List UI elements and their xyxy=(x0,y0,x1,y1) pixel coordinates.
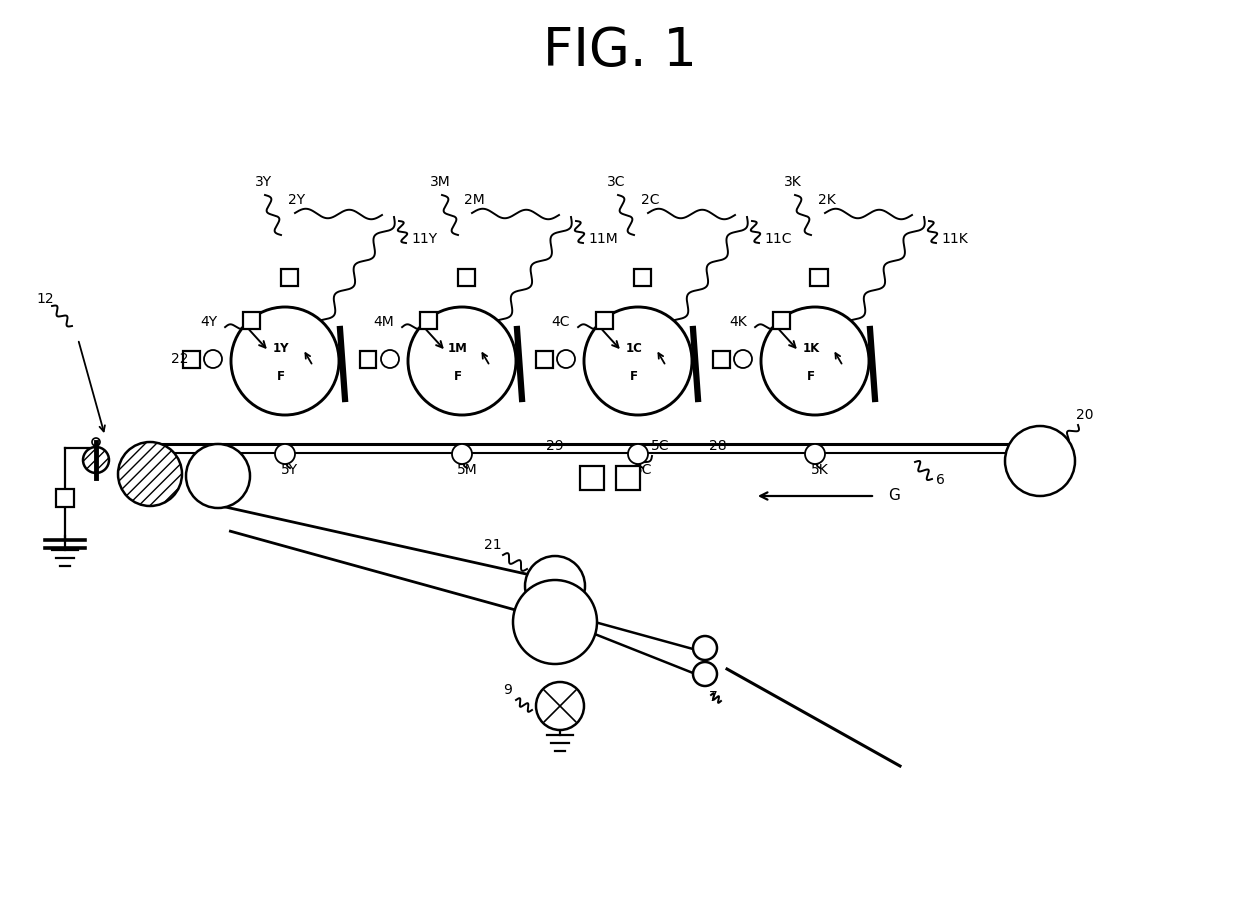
Text: 3K: 3K xyxy=(784,175,802,189)
Circle shape xyxy=(118,442,182,506)
Text: 11Y: 11Y xyxy=(410,232,438,246)
Polygon shape xyxy=(243,312,260,329)
Text: 1K: 1K xyxy=(802,342,820,354)
Text: 5M: 5M xyxy=(456,463,477,477)
Text: 5Y: 5Y xyxy=(281,463,299,477)
Text: 3M: 3M xyxy=(429,175,450,189)
Polygon shape xyxy=(811,268,827,286)
Polygon shape xyxy=(360,351,377,367)
Polygon shape xyxy=(773,312,790,329)
Circle shape xyxy=(693,662,717,686)
Text: 5K: 5K xyxy=(811,463,828,477)
Circle shape xyxy=(557,350,575,368)
Circle shape xyxy=(693,636,717,660)
Circle shape xyxy=(381,350,399,368)
Circle shape xyxy=(761,307,869,415)
Circle shape xyxy=(205,350,222,368)
Text: 11K: 11K xyxy=(941,232,967,246)
Text: 5C: 5C xyxy=(634,463,652,477)
Text: 29: 29 xyxy=(546,439,564,453)
Polygon shape xyxy=(280,268,298,286)
Text: FIG. 1: FIG. 1 xyxy=(543,25,697,77)
Polygon shape xyxy=(713,351,729,367)
Circle shape xyxy=(513,580,596,664)
Text: 3Y: 3Y xyxy=(254,175,272,189)
Text: F: F xyxy=(807,370,815,384)
Circle shape xyxy=(525,556,585,616)
Polygon shape xyxy=(616,466,640,490)
Text: 9: 9 xyxy=(503,683,512,697)
Text: 12: 12 xyxy=(36,292,53,306)
Polygon shape xyxy=(595,312,613,329)
Circle shape xyxy=(92,438,100,446)
Circle shape xyxy=(83,447,109,473)
Text: 22: 22 xyxy=(171,352,188,366)
Circle shape xyxy=(734,350,751,368)
Text: 4K: 4K xyxy=(729,315,748,329)
Text: 21: 21 xyxy=(484,538,502,552)
Text: 28: 28 xyxy=(709,439,727,453)
Circle shape xyxy=(186,444,250,508)
Text: 11C: 11C xyxy=(764,232,791,246)
Text: 11M: 11M xyxy=(588,232,618,246)
Circle shape xyxy=(408,307,516,415)
Text: 3C: 3C xyxy=(606,175,625,189)
Text: 20: 20 xyxy=(1076,408,1094,422)
Polygon shape xyxy=(580,466,604,490)
Circle shape xyxy=(1004,426,1075,496)
Text: G: G xyxy=(888,488,900,504)
Text: F: F xyxy=(277,370,285,384)
Polygon shape xyxy=(56,489,74,507)
Circle shape xyxy=(231,307,339,415)
Text: 1C: 1C xyxy=(625,342,642,354)
Text: 7: 7 xyxy=(708,690,718,704)
Polygon shape xyxy=(458,268,475,286)
Text: 2M: 2M xyxy=(464,193,485,207)
Text: 2C: 2C xyxy=(641,193,660,207)
Circle shape xyxy=(536,682,584,730)
Text: 6: 6 xyxy=(935,473,945,487)
Circle shape xyxy=(584,307,692,415)
Text: 1M: 1M xyxy=(448,342,467,354)
Text: F: F xyxy=(630,370,639,384)
Polygon shape xyxy=(634,268,651,286)
Text: 4M: 4M xyxy=(373,315,394,329)
Circle shape xyxy=(275,444,295,464)
Polygon shape xyxy=(420,312,436,329)
Text: 4C: 4C xyxy=(552,315,570,329)
Polygon shape xyxy=(536,351,553,367)
Text: 2Y: 2Y xyxy=(289,193,305,207)
Circle shape xyxy=(805,444,825,464)
Polygon shape xyxy=(182,351,200,367)
Text: 5C: 5C xyxy=(651,439,670,453)
Circle shape xyxy=(627,444,649,464)
Text: F: F xyxy=(454,370,463,384)
Text: 2K: 2K xyxy=(818,193,836,207)
Circle shape xyxy=(453,444,472,464)
Text: 1Y: 1Y xyxy=(273,342,289,354)
Text: 4Y: 4Y xyxy=(200,315,217,329)
